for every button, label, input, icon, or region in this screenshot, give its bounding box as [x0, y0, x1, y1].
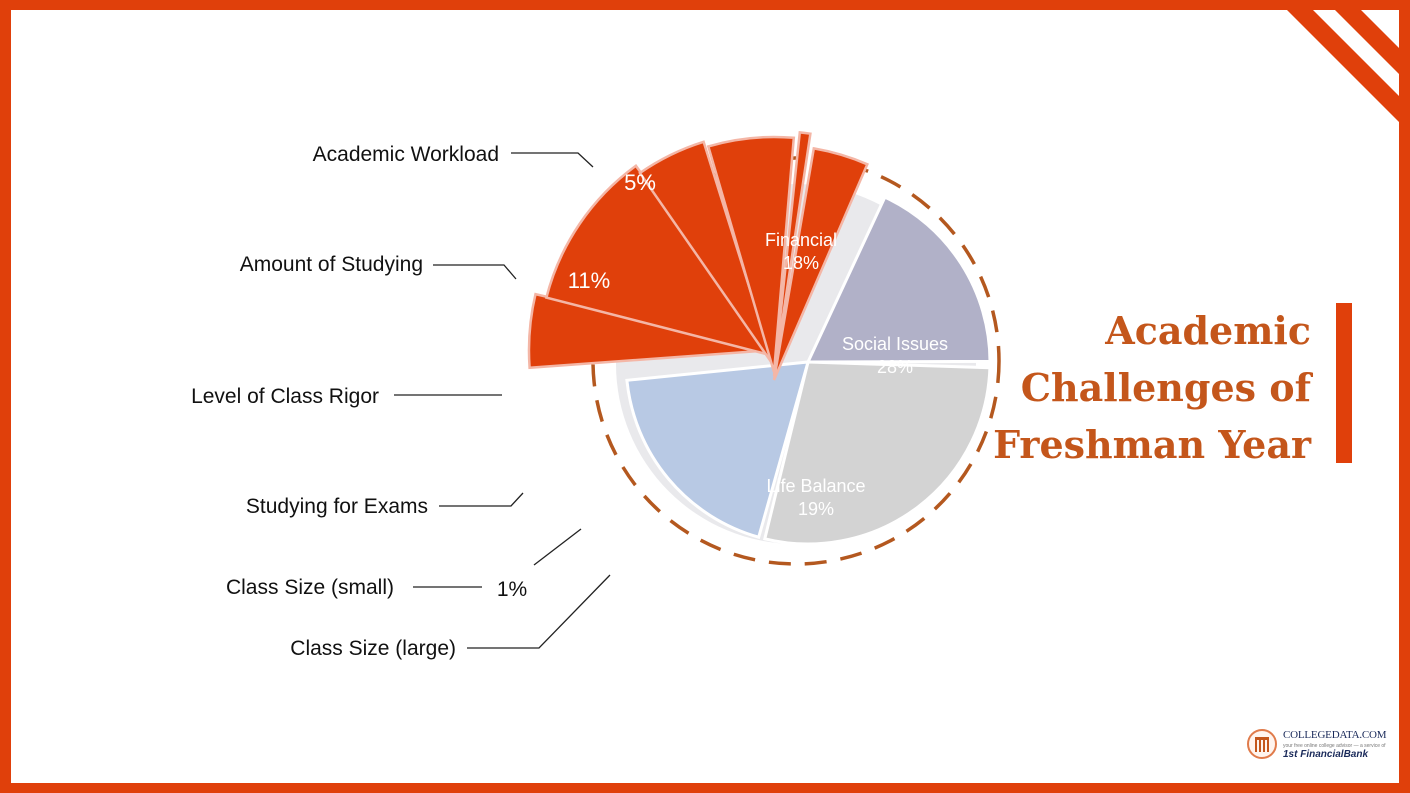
callout-lines — [394, 152, 611, 649]
callout-label-amount-of-studying: Amount of Studying — [240, 253, 423, 276]
slice-value-academic-workload: 5% — [624, 170, 656, 195]
slice-class-size-small — [772, 131, 812, 377]
slice-life-balance — [625, 360, 811, 540]
slice-level-of-class-rigor — [638, 140, 776, 367]
slice-name-social-issues: Social Issues — [842, 334, 948, 354]
callout-label-class-size-large: Class Size (large) — [290, 637, 456, 660]
slice-value-amount-of-studying: 11% — [568, 268, 610, 293]
infographic-frame: Financial 18% Social Issues 28% Life Balance… — [11, 10, 1399, 783]
slice-amount-of-studying — [544, 164, 778, 359]
slice-value-level-of-class-rigor: 5% — [553, 374, 585, 399]
callout-label-level-of-class-rigor: Level of Class Rigor — [191, 385, 379, 408]
slice-value-class-size-small: 1% — [497, 578, 527, 601]
callout-line-class-size-small-value — [533, 528, 582, 566]
collegedata-logo: COLLEGEDATA.COM your free online college… — [1247, 727, 1387, 767]
slice-name-financial: Financial — [765, 230, 837, 250]
slice-financial — [805, 195, 992, 364]
pie-chart: Financial 18% Social Issues 28% Life Balance… — [191, 131, 1001, 660]
callout-label-class-size-small: Class Size (small) — [226, 576, 394, 599]
chart-title: Academic Challenges of Freshman Year — [993, 302, 1311, 473]
slice-name-life-balance: Life Balance — [766, 476, 865, 496]
slice-value-social-issues: 28% — [877, 357, 913, 377]
callout-line-amount-of-studying — [433, 264, 517, 280]
chart-title-line-1: Academic — [1105, 308, 1311, 353]
corner-stripes — [1287, 10, 1399, 122]
logo-tagline: your free online college advisor — a ser… — [1283, 743, 1386, 749]
chart-title-line-2: Challenges of — [1020, 365, 1311, 410]
logo-name: COLLEGEDATA.COM — [1283, 729, 1387, 741]
slice-value-life-balance: 19% — [798, 499, 834, 519]
callout-line-class-size-large — [467, 574, 611, 649]
title-accent-bar — [1336, 303, 1352, 463]
callout-label-studying-for-exams: Studying for Exams — [246, 495, 428, 518]
slice-class-size-large — [772, 146, 869, 381]
callout-label-academic-workload: Academic Workload — [313, 143, 499, 166]
callout-line-studying-for-exams — [439, 492, 524, 507]
chart-title-line-3: Freshman Year — [993, 422, 1311, 467]
pie-slices — [527, 131, 992, 546]
logo-bank: 1st FinancialBank — [1283, 749, 1369, 760]
chart-labels: Financial 18% Social Issues 28% Life Balance… — [191, 143, 948, 660]
slice-value-financial: 18% — [783, 253, 819, 273]
callout-line-academic-workload — [511, 152, 594, 168]
building-icon — [1247, 729, 1277, 759]
slice-social-issues — [762, 360, 992, 546]
slice-value-class-size-large: 4% — [618, 518, 650, 543]
slice-studying-for-exams — [706, 135, 796, 373]
slice-academic-workload — [527, 292, 775, 370]
slice-value-studying-for-exams: 6% — [575, 445, 607, 470]
